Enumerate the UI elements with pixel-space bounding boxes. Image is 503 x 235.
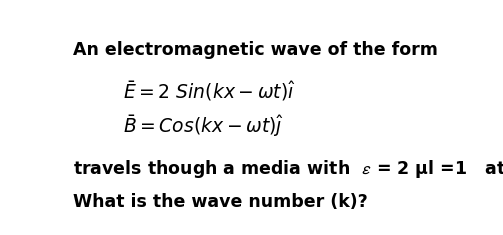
Text: travels though a media with  $\mathcal{\varepsilon}$ = 2 $\mathbf{\mu}$l =1   at: travels though a media with $\mathcal{\v… (72, 158, 503, 180)
Text: $\bar{B} = \mathit{Cos}(kx - \omega t)\hat{\jmath}$: $\bar{B} = \mathit{Cos}(kx - \omega t)\h… (123, 113, 284, 139)
Text: An electromagnetic wave of the form: An electromagnetic wave of the form (72, 41, 438, 59)
Text: $\bar{E} = 2\ \mathit{Sin}(kx - \omega t)\hat{\imath}$: $\bar{E} = 2\ \mathit{Sin}(kx - \omega t… (123, 79, 296, 103)
Text: What is the wave number (k)?: What is the wave number (k)? (72, 193, 367, 211)
